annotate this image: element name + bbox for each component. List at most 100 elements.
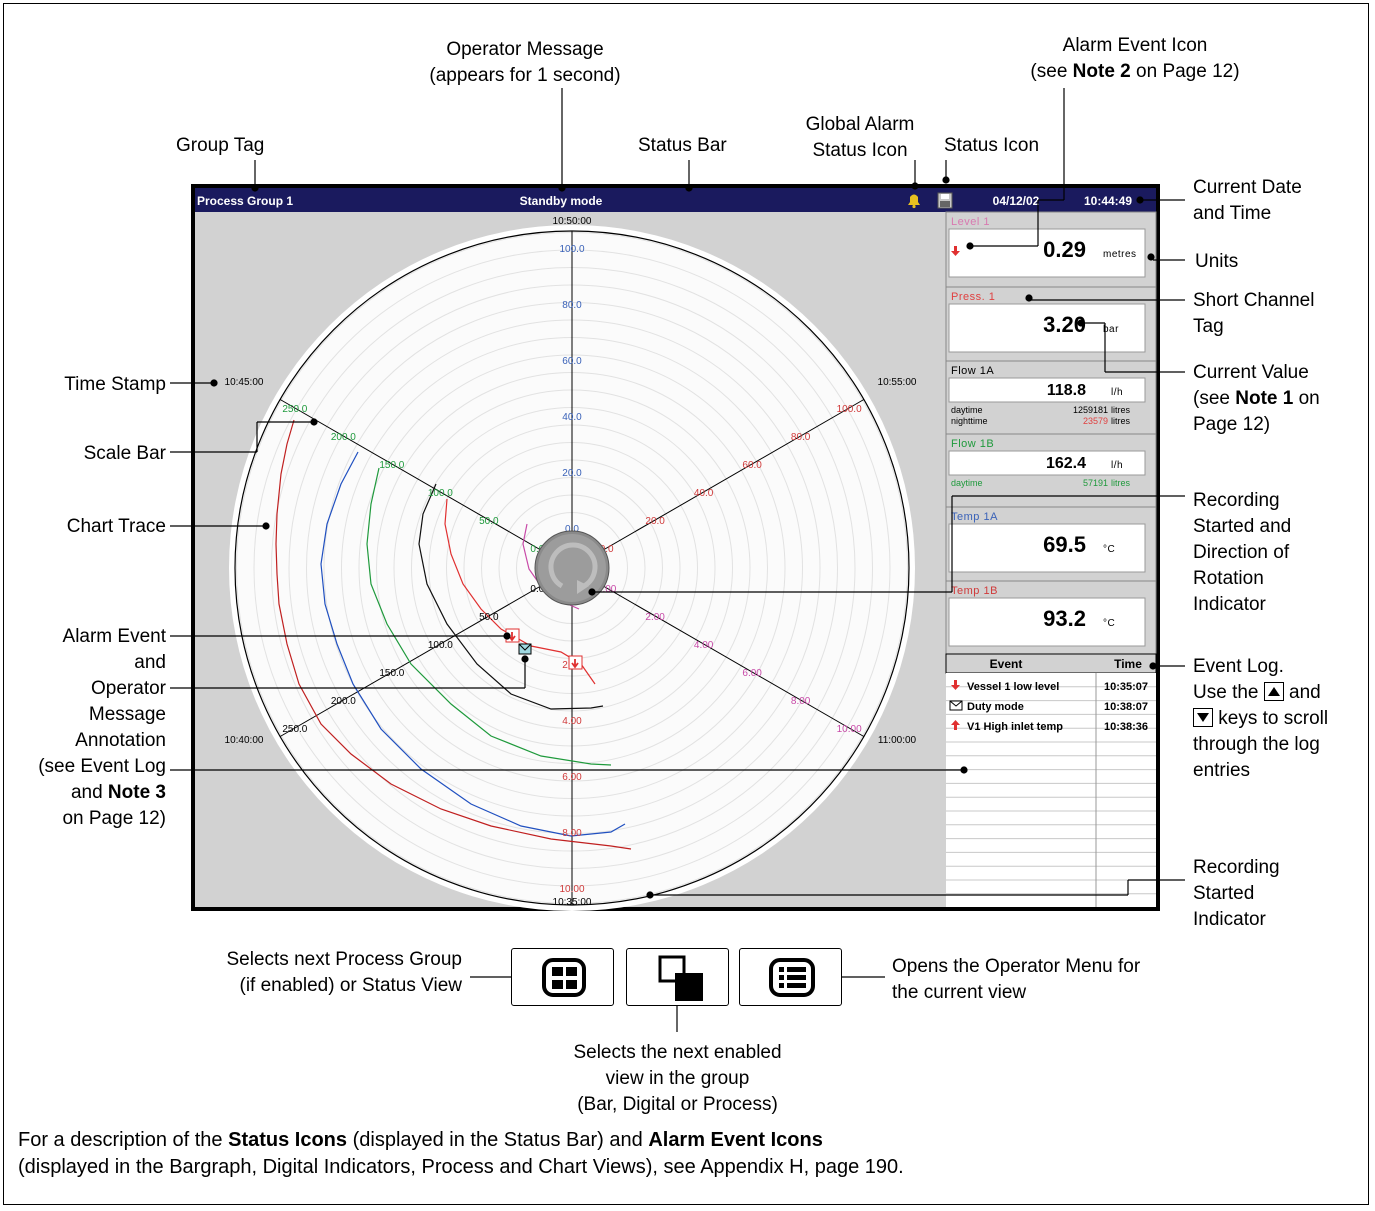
page-frame: [3, 3, 1369, 1205]
tick-label: 200.0: [331, 696, 356, 707]
status-message: Standby mode: [520, 194, 603, 208]
channel-box[interactable]: Temp 1B 93.2 °C: [945, 580, 1157, 655]
channel-box[interactable]: Temp 1A 69.5 °C: [945, 506, 1157, 582]
channel-box[interactable]: Flow 1A 118.8 l/h daytime 1259181 litres night…: [945, 360, 1157, 435]
tick-label: 250.0: [282, 404, 307, 415]
tick-label: 0.0: [565, 524, 579, 535]
alarm-event-icon-label: Alarm Event Icon (see Note 2 on Page 12): [985, 33, 1285, 85]
channel-tag: Temp 1B: [951, 585, 998, 597]
operator-message-annotation-icon: [518, 643, 532, 655]
event-log-label-line2: Use the and: [1193, 682, 1321, 703]
status-disk-icon: [937, 192, 953, 209]
channel-unit: l/h: [1111, 387, 1123, 398]
next-view-icon: [658, 955, 703, 1001]
event-log: Event Time Vessel 1 low level 10:35:07 Dut…: [945, 653, 1157, 907]
tick-label: 6.00: [742, 668, 762, 679]
recorder-screen: Process Group 1 Standby mode 04/12/02 10…: [191, 184, 1160, 911]
chart-trace: [320, 451, 626, 837]
tick-label: 60.0: [742, 460, 762, 471]
tick-label: 60.0: [562, 356, 582, 367]
event-log-row[interactable]: Duty mode 10:38:07: [949, 700, 1148, 713]
channel-box[interactable]: Flow 1B 162.4 l/h daytime 57191 litres: [945, 433, 1157, 508]
radial-axis: [571, 567, 865, 737]
alarm-annotation-line6: (see Event Log: [38, 756, 166, 777]
menu-icon: [769, 958, 815, 997]
event-log-label-line4: through the log: [1193, 734, 1320, 755]
event-time: 10:38:07: [1104, 701, 1148, 713]
chart-tick-labels: 0.0 20.0 40.0 60.0 80.0 100.0 0.0 20.0 40.0 60.0 8…: [282, 244, 862, 895]
alarm-annotation-line1: Alarm Event: [62, 626, 166, 647]
total-unit: litres: [1111, 416, 1131, 426]
channel-tag: Press. 1: [951, 291, 995, 303]
total-value: 1259181: [1073, 405, 1108, 415]
opens-menu-label: Opens the Operator Menu for the current …: [892, 956, 1141, 1003]
alarm-down-icon: [951, 680, 960, 690]
event-log-row[interactable]: V1 High inlet temp 10:38:36: [951, 720, 1148, 733]
recording-direction-label: Recording Started and Direction of Rotat…: [1193, 490, 1292, 615]
current-date: 04/12/02: [993, 194, 1040, 208]
status-bar: [195, 188, 1156, 212]
event-log-header-time: Time: [1114, 657, 1142, 671]
tick-label: 250.0: [282, 724, 307, 735]
channel-unit: °C: [1103, 544, 1115, 555]
tick-label: 20.0: [562, 468, 582, 479]
group-view-icon: [542, 958, 586, 997]
tick-label: 50.0: [479, 516, 499, 527]
group-tag-label: Group Tag: [176, 135, 265, 156]
tick-label: 2.00: [645, 612, 665, 623]
channel-box[interactable]: Level 1 0.29 metres: [945, 211, 1157, 288]
alarm-event-icon-label-line1: Alarm Event Icon: [1062, 35, 1208, 56]
operator-message-label: Operator Message (appears for 1 second): [429, 39, 621, 86]
timestamp-right: 10:55:00: [878, 377, 917, 388]
next-view-key[interactable]: [626, 948, 729, 1006]
tick-label: 8.00: [791, 696, 811, 707]
alarm-annotation-icon: [505, 628, 520, 643]
channel-value: 162.4: [1046, 455, 1086, 472]
event-text: V1 High inlet temp: [967, 721, 1063, 733]
current-value-label: Current Value (see Note 1 on Page 12): [1193, 360, 1320, 438]
total-unit: litres: [1111, 478, 1131, 488]
status-bar-label: Status Bar: [638, 135, 727, 156]
alarm-annotation-line7: and Note 3: [70, 782, 166, 803]
event-log-label-line5: entries: [1193, 760, 1251, 781]
global-alarm-label: Global Alarm Status Icon: [805, 114, 915, 161]
event-log-row[interactable]: Vessel 1 low level 10:35:07: [951, 680, 1148, 693]
channel-tag: Flow 1B: [951, 438, 994, 450]
timestamp-lower-left: 10:40:00: [225, 735, 264, 746]
alarm-annotation-line5: Annotation: [75, 730, 166, 751]
channel-tag: Temp 1A: [951, 511, 998, 523]
tick-label: 0.0: [530, 584, 544, 595]
scale-bar-label: Scale Bar: [83, 443, 166, 464]
footer-text: For a description of the Status Icons (d…: [18, 1127, 904, 1181]
status-icon-label: Status Icon: [944, 135, 1040, 156]
current-time: 10:44:49: [1084, 194, 1132, 208]
group-view-key[interactable]: [511, 948, 614, 1006]
selects-view-label: Selects the next enabled view in the gro…: [573, 1042, 782, 1115]
tick-label: 50.0: [479, 612, 499, 623]
selects-group-label: Selects next Process Group (if enabled) …: [226, 949, 463, 996]
footer-line2: (displayed in the Bargraph, Digital Indi…: [18, 1156, 904, 1178]
chart-trace: [418, 483, 604, 710]
alarm-annotation-line3: Operator: [91, 678, 166, 699]
tick-label: 0.00: [597, 584, 617, 595]
total-name: daytime: [951, 405, 983, 415]
operator-menu-key[interactable]: [739, 948, 842, 1006]
tick-label: 40.0: [562, 412, 582, 423]
total-name: daytime: [951, 478, 983, 488]
tick-label: 0.0: [530, 544, 544, 555]
chart-traces: [275, 419, 632, 850]
channel-value: 118.8: [1047, 382, 1086, 399]
time-stamp-label: Time Stamp: [64, 374, 166, 395]
total-name: nighttime: [951, 416, 988, 426]
recording-started-label: Recording Started Indicator: [1193, 857, 1280, 930]
chart-trace-label: Chart Trace: [66, 516, 166, 537]
total-value: 23579: [1083, 416, 1108, 426]
channel-box[interactable]: Press. 1 3.20 bar: [945, 286, 1157, 362]
alarm-annotation-line4: Message: [88, 704, 166, 725]
timestamp-lower-right: 11:00:00: [878, 735, 917, 746]
tick-label: 4.00: [562, 716, 582, 727]
event-log-label-line3: keys to scroll: [1193, 706, 1328, 732]
alarm-annotation-label: Alarm Event and Operator Message Annotat…: [10, 624, 166, 832]
envelope-icon: [949, 700, 963, 711]
event-time: 10:38:36: [1104, 721, 1148, 733]
